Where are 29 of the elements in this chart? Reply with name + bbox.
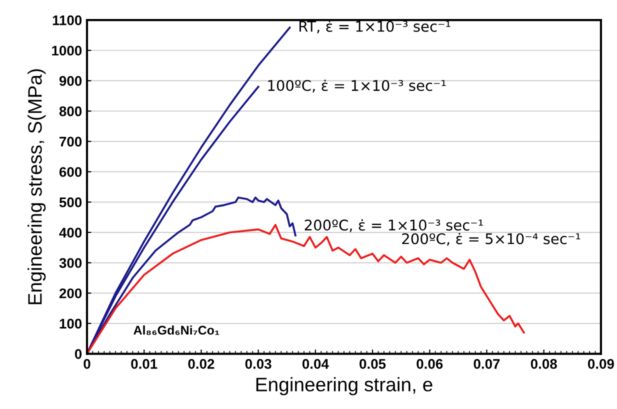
y-tick-label: 600 — [59, 167, 82, 177]
annotation: RT, ε̇ = 1×10⁻³ sec⁻¹ — [299, 20, 450, 34]
x-tick-label: 0.01 — [131, 359, 158, 369]
x-tick-label: 0.04 — [302, 359, 329, 369]
annotation: 100ºC, ε̇ = 1×10⁻³ sec⁻¹ — [268, 80, 446, 93]
x-tick-label: 0.09 — [588, 359, 614, 369]
y-tick-label: 800 — [59, 106, 82, 116]
annotation: 200ºC, ε̇ = 5×10⁻⁴ sec⁻¹ — [402, 232, 580, 246]
annotation: 200ºC, ε̇ = 1×10⁻³ sec⁻¹ — [304, 219, 483, 232]
x-tick-label: 0.06 — [416, 359, 443, 369]
x-tick-label: 0.03 — [245, 359, 272, 369]
y-tick-label: 400 — [59, 228, 82, 238]
y-tick-label: 1100 — [52, 15, 82, 26]
annotation: Al₈₆Gd₆Ni₇Co₁ — [134, 325, 220, 335]
y-tick-label: 1000 — [52, 46, 82, 56]
x-tick-label: 0.05 — [360, 359, 386, 369]
x-tick-label: 0 — [84, 359, 90, 369]
y-tick-label: 100 — [60, 318, 82, 329]
y-tick-label: 500 — [59, 197, 82, 208]
y-tick-label: 200 — [59, 288, 82, 298]
y-axis-title: Engineering stress, S(MPa) — [28, 69, 46, 304]
y-tick-label: 700 — [60, 136, 82, 147]
y-tick-label: 300 — [59, 258, 82, 268]
y-tick-label: 900 — [59, 76, 82, 86]
x-tick-label: 0.07 — [474, 359, 500, 369]
y-tick-label: 0 — [74, 349, 82, 359]
x-tick-label: 0.08 — [530, 359, 557, 369]
x-tick-label: 0.02 — [188, 359, 214, 369]
x-axis-title: Engineering strain, e — [256, 377, 432, 396]
